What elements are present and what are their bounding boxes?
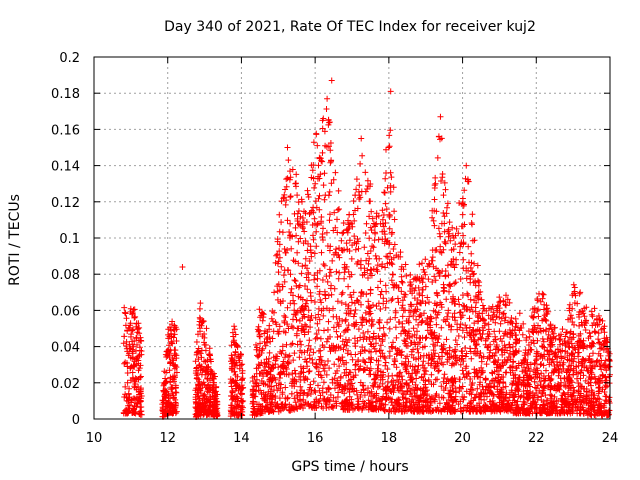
grid (94, 57, 610, 419)
x-tick-label: 18 (381, 431, 398, 446)
y-tick-label: 0.16 (51, 123, 80, 138)
y-tick-label: 0.04 (51, 341, 80, 356)
x-tick-labels: 10 12 14 16 18 20 22 24 (86, 431, 619, 446)
scatter-points (120, 95, 613, 420)
peak-point (358, 135, 365, 142)
axis-ticks (93, 56, 611, 420)
y-tick-label: 0.14 (51, 160, 80, 175)
y-tick-label: 0.02 (51, 377, 80, 392)
y-tick-label: 0.08 (51, 268, 80, 283)
x-tick-label: 20 (454, 431, 471, 446)
y-tick-label: 0 (72, 413, 80, 428)
peak-point (179, 263, 186, 270)
y-tick-labels: 0 0.02 0.04 0.06 0.08 0.1 0.12 0.14 0.16 0.18 0.2 (51, 51, 80, 428)
x-tick-label: 12 (159, 431, 176, 446)
x-tick-label: 14 (233, 431, 250, 446)
y-tick-label: 0.12 (51, 196, 80, 211)
y-tick-label: 0.18 (51, 87, 80, 102)
y-tick-label: 0.06 (51, 304, 80, 319)
y-axis-label: ROTI / TECUs (7, 194, 23, 286)
peak-point (328, 77, 335, 84)
peak-point (387, 88, 394, 95)
chart-title: Day 340 of 2021, Rate Of TEC Index for r… (164, 19, 536, 35)
x-tick-label: 10 (86, 431, 103, 446)
x-axis-label: GPS time / hours (291, 459, 408, 475)
peak-point (463, 162, 470, 169)
x-tick-label: 16 (307, 431, 324, 446)
peak-point (437, 113, 444, 120)
y-tick-label: 0.2 (59, 51, 80, 66)
peak-point (319, 117, 326, 124)
x-tick-label: 24 (602, 431, 619, 446)
y-tick-label: 0.1 (59, 232, 80, 247)
x-tick-label: 22 (528, 431, 545, 446)
peak-point (284, 144, 291, 151)
data-points (120, 77, 613, 420)
